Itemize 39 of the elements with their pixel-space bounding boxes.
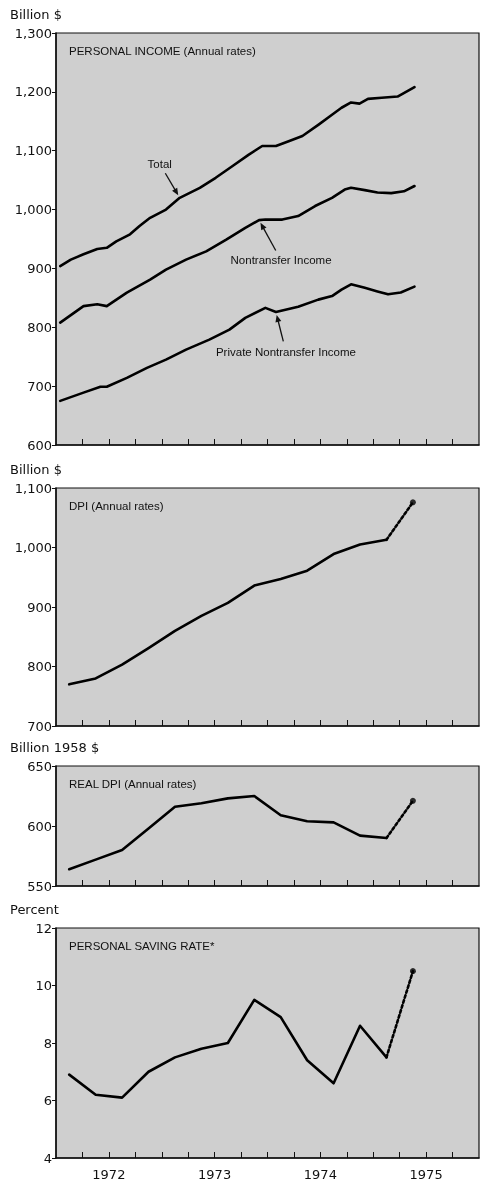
y-tick-label: 1,300 xyxy=(14,25,52,41)
y-axis-title: Billion 1958 $ xyxy=(10,740,100,755)
y-tick-label: 650 xyxy=(27,758,52,774)
y-tick-label: 700 xyxy=(27,378,52,394)
y-tick-label: 1,000 xyxy=(14,202,52,218)
y-tick-label: 1,100 xyxy=(14,480,52,496)
y-axis-title: Percent xyxy=(10,902,59,917)
y-tick-label: 8 xyxy=(43,1035,52,1051)
x-tick-label: 1975 xyxy=(409,1167,443,1182)
y-tick-label: 900 xyxy=(27,599,52,615)
y-tick-label: 1,100 xyxy=(14,143,52,159)
y-tick-label: 700 xyxy=(27,718,52,734)
x-tick-label: 1973 xyxy=(198,1167,232,1182)
series-label: Nontransfer Income xyxy=(230,254,332,267)
text: PERSONAL INCOME (Annual rates) xyxy=(69,45,256,57)
y-tick-label: 6 xyxy=(43,1093,52,1108)
y-tick-label: 600 xyxy=(27,437,52,453)
y-tick-label: 12 xyxy=(35,920,52,936)
y-tick-label: 550 xyxy=(27,878,52,894)
x-tick-label: 1972 xyxy=(92,1167,126,1182)
text: PERSONAL SAVING RATE* xyxy=(69,940,216,952)
y-tick-label: 800 xyxy=(27,659,52,674)
y-axis-title: Billion $ xyxy=(10,7,62,22)
x-tick-label: 1974 xyxy=(303,1167,337,1182)
line-series xyxy=(58,184,416,324)
y-tick-label: 800 xyxy=(27,319,52,335)
y-axis-title: Billion $ xyxy=(10,462,62,477)
y-tick-label: 600 xyxy=(27,818,52,834)
y-tick-label: 900 xyxy=(27,260,52,276)
y-tick-label: 1,000 xyxy=(14,540,52,555)
y-tick-label: 4 xyxy=(43,1150,52,1166)
y-tick-label: 1,200 xyxy=(14,84,52,100)
y-tick-label: 10 xyxy=(35,978,52,993)
series-label: Private Nontransfer Income xyxy=(215,345,356,358)
line-series xyxy=(58,283,416,403)
line-series xyxy=(58,85,416,268)
text: Total xyxy=(147,157,172,170)
text: REAL DPI (Annual rates) xyxy=(69,778,197,790)
text: DPI (Annual rates) xyxy=(69,500,164,512)
